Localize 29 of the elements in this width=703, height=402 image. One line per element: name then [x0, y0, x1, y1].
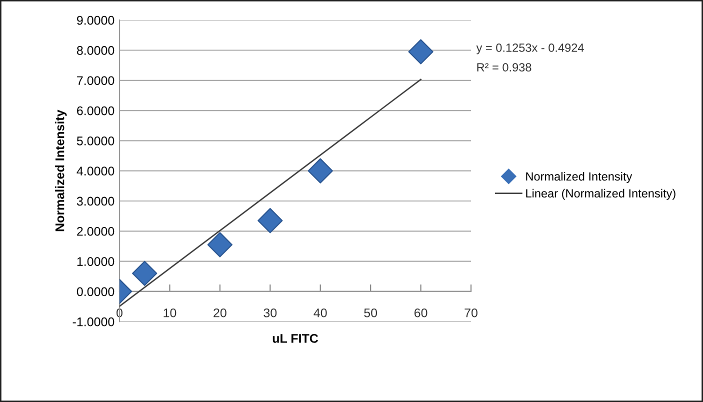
text: y = 0.1253x - 0.4924 [476, 44, 584, 54]
point [207, 232, 233, 258]
y-tick-label: 5.0000 [76, 136, 114, 146]
y-tick-label: 7.0000 [77, 76, 114, 86]
x-tick-label: 50 [364, 308, 378, 318]
y-tick-label: 4.0000 [76, 166, 114, 176]
point [308, 158, 333, 184]
y-tick-label: -1.0000 [72, 317, 114, 326]
legend-label: Linear (Normalized Intensity) [526, 188, 676, 200]
legend-label: Normalized Intensity [526, 172, 632, 183]
y-tick-label: 0.0000 [76, 287, 114, 296]
x-tick-label: 70 [464, 308, 478, 318]
x-tick-label: 30 [264, 308, 277, 318]
point [258, 208, 283, 234]
point [408, 39, 434, 64]
x-tick-label: 60 [414, 308, 428, 318]
y-tick-label: 9.0000 [77, 16, 114, 25]
y-tick-label: 6.0000 [77, 106, 114, 116]
x-tick-label: 10 [164, 308, 176, 318]
point [132, 260, 158, 286]
y-tick-label: 2.0000 [77, 226, 114, 236]
x-tick-label: 40 [314, 308, 327, 318]
x-axis-title: uL FITC [272, 334, 318, 343]
x-tick-label: 20 [214, 308, 226, 318]
text: R² = 0.938 [477, 63, 532, 72]
y-tick-label: 8.0000 [76, 46, 114, 55]
y-tick-label: 1.0000 [77, 257, 114, 266]
y-axis-title: Normalized Intensity [55, 110, 67, 232]
y-tick-label: 3.0000 [76, 196, 114, 206]
